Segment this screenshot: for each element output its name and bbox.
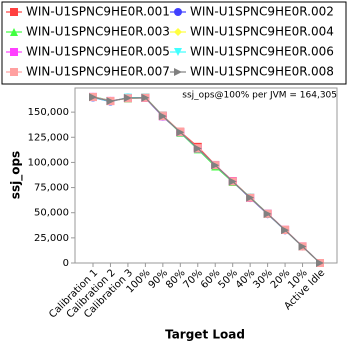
data-point (263, 209, 272, 218)
legend-label: WIN-U1SPNC9HE0R.003 (26, 25, 170, 39)
legend-label: WIN-U1SPNC9HE0R.007 (26, 65, 170, 79)
data-point (106, 97, 115, 106)
legend-marker (10, 68, 18, 76)
legend-marker (174, 68, 182, 76)
data-point (211, 161, 220, 170)
data-point (228, 177, 237, 186)
y-tick-label: 125,000 (28, 132, 69, 143)
legend-marker (174, 28, 182, 36)
plot-area (74, 87, 338, 264)
y-axis-label: ssj_ops (9, 151, 24, 199)
legend-marker (174, 48, 182, 56)
data-point (141, 93, 150, 102)
legend-marker (10, 48, 18, 56)
data-point (176, 128, 185, 137)
legend-marker (10, 28, 18, 36)
data-point (246, 193, 255, 202)
data-point (281, 226, 290, 235)
y-tick-label: 50,000 (34, 208, 69, 219)
legend-marker (10, 8, 18, 16)
legend-label: WIN-U1SPNC9HE0R.008 (190, 65, 334, 79)
legend-marker (174, 8, 182, 16)
data-point (316, 259, 324, 267)
y-tick-label: 0 (63, 258, 69, 269)
y-tick-label: 25,000 (34, 233, 69, 244)
y-tick-label: 75,000 (34, 183, 69, 194)
legend-label: WIN-U1SPNC9HE0R.001 (26, 5, 170, 19)
legend-label: WIN-U1SPNC9HE0R.004 (190, 25, 334, 39)
legend-label: WIN-U1SPNC9HE0R.005 (26, 45, 170, 59)
data-point (158, 112, 167, 121)
y-tick-label: 100,000 (28, 157, 69, 168)
legend-label: WIN-U1SPNC9HE0R.002 (190, 5, 334, 19)
annotation: ssj_ops@100% per JVM = 164,305 (182, 91, 337, 101)
data-point (298, 242, 307, 251)
data-point (123, 93, 132, 102)
x-axis-label: Target Load (165, 328, 245, 342)
data-point (89, 93, 97, 102)
data-point (193, 144, 202, 153)
legend-label: WIN-U1SPNC9HE0R.006 (190, 45, 334, 59)
y-tick-label: 150,000 (28, 107, 69, 118)
